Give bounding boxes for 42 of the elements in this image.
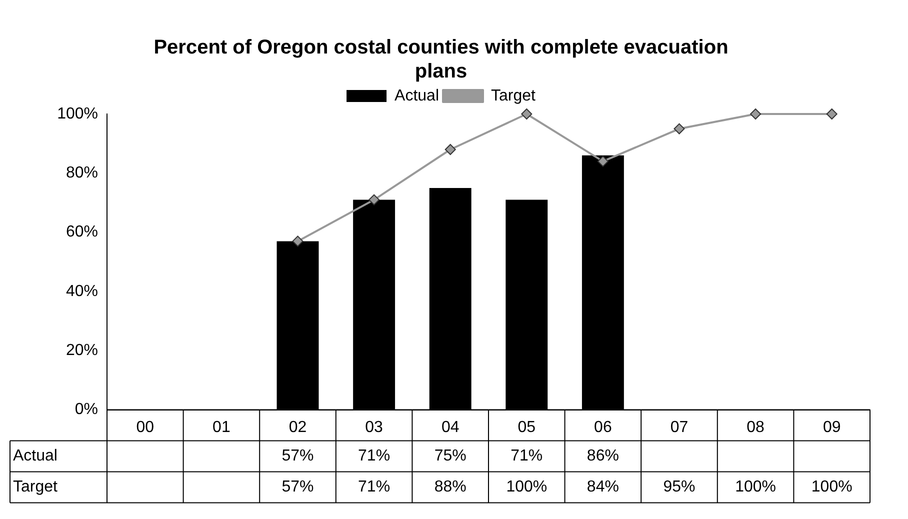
x-tick-label: 03 — [365, 418, 384, 436]
data-label: 84% — [586, 478, 619, 496]
y-tick-label: 80% — [66, 164, 98, 182]
data-label: 71% — [510, 448, 543, 465]
x-tick-label: 09 — [822, 418, 841, 436]
data-label: 71% — [358, 448, 390, 465]
x-tick-label: 06 — [594, 418, 612, 436]
data-label: 95% — [663, 478, 696, 496]
x-tick-label: 00 — [136, 418, 154, 436]
data-label: 71% — [358, 478, 390, 496]
point — [750, 108, 762, 120]
data-label: 100% — [506, 478, 548, 496]
data-label: 57% — [282, 478, 314, 496]
y-tick-label: 60% — [66, 224, 98, 241]
x-tick-label: 02 — [288, 418, 307, 436]
y-tick-label: 40% — [66, 282, 98, 300]
x-tick-label: 05 — [518, 418, 536, 436]
legend-label: Target — [491, 87, 536, 104]
y-tick-label: 20% — [66, 342, 98, 360]
text: Target — [13, 478, 58, 496]
point — [674, 123, 685, 134]
chart-title: Percent of Oregon costal counties with complete evacuation plans — [154, 36, 728, 83]
data-label: 75% — [434, 448, 466, 465]
x-tick-label: 01 — [212, 418, 230, 436]
data-label: 100% — [735, 478, 776, 496]
y-tick-label: 0% — [74, 401, 98, 418]
data-label: 88% — [434, 478, 466, 496]
point — [597, 156, 608, 167]
x-tick-label: 08 — [746, 418, 765, 436]
point — [368, 194, 380, 206]
point — [444, 144, 456, 155]
text: Actual — [13, 448, 58, 465]
y-tick-label: 100% — [57, 105, 98, 122]
x-tick-label: 07 — [670, 418, 688, 436]
point — [292, 236, 304, 247]
x-tick-label: 04 — [441, 418, 460, 436]
data-label: 86% — [586, 448, 619, 465]
legend-label: Actual — [394, 87, 439, 104]
data-label: 57% — [282, 448, 314, 465]
point — [521, 108, 532, 120]
point — [826, 108, 838, 120]
data-label: 100% — [811, 478, 852, 496]
